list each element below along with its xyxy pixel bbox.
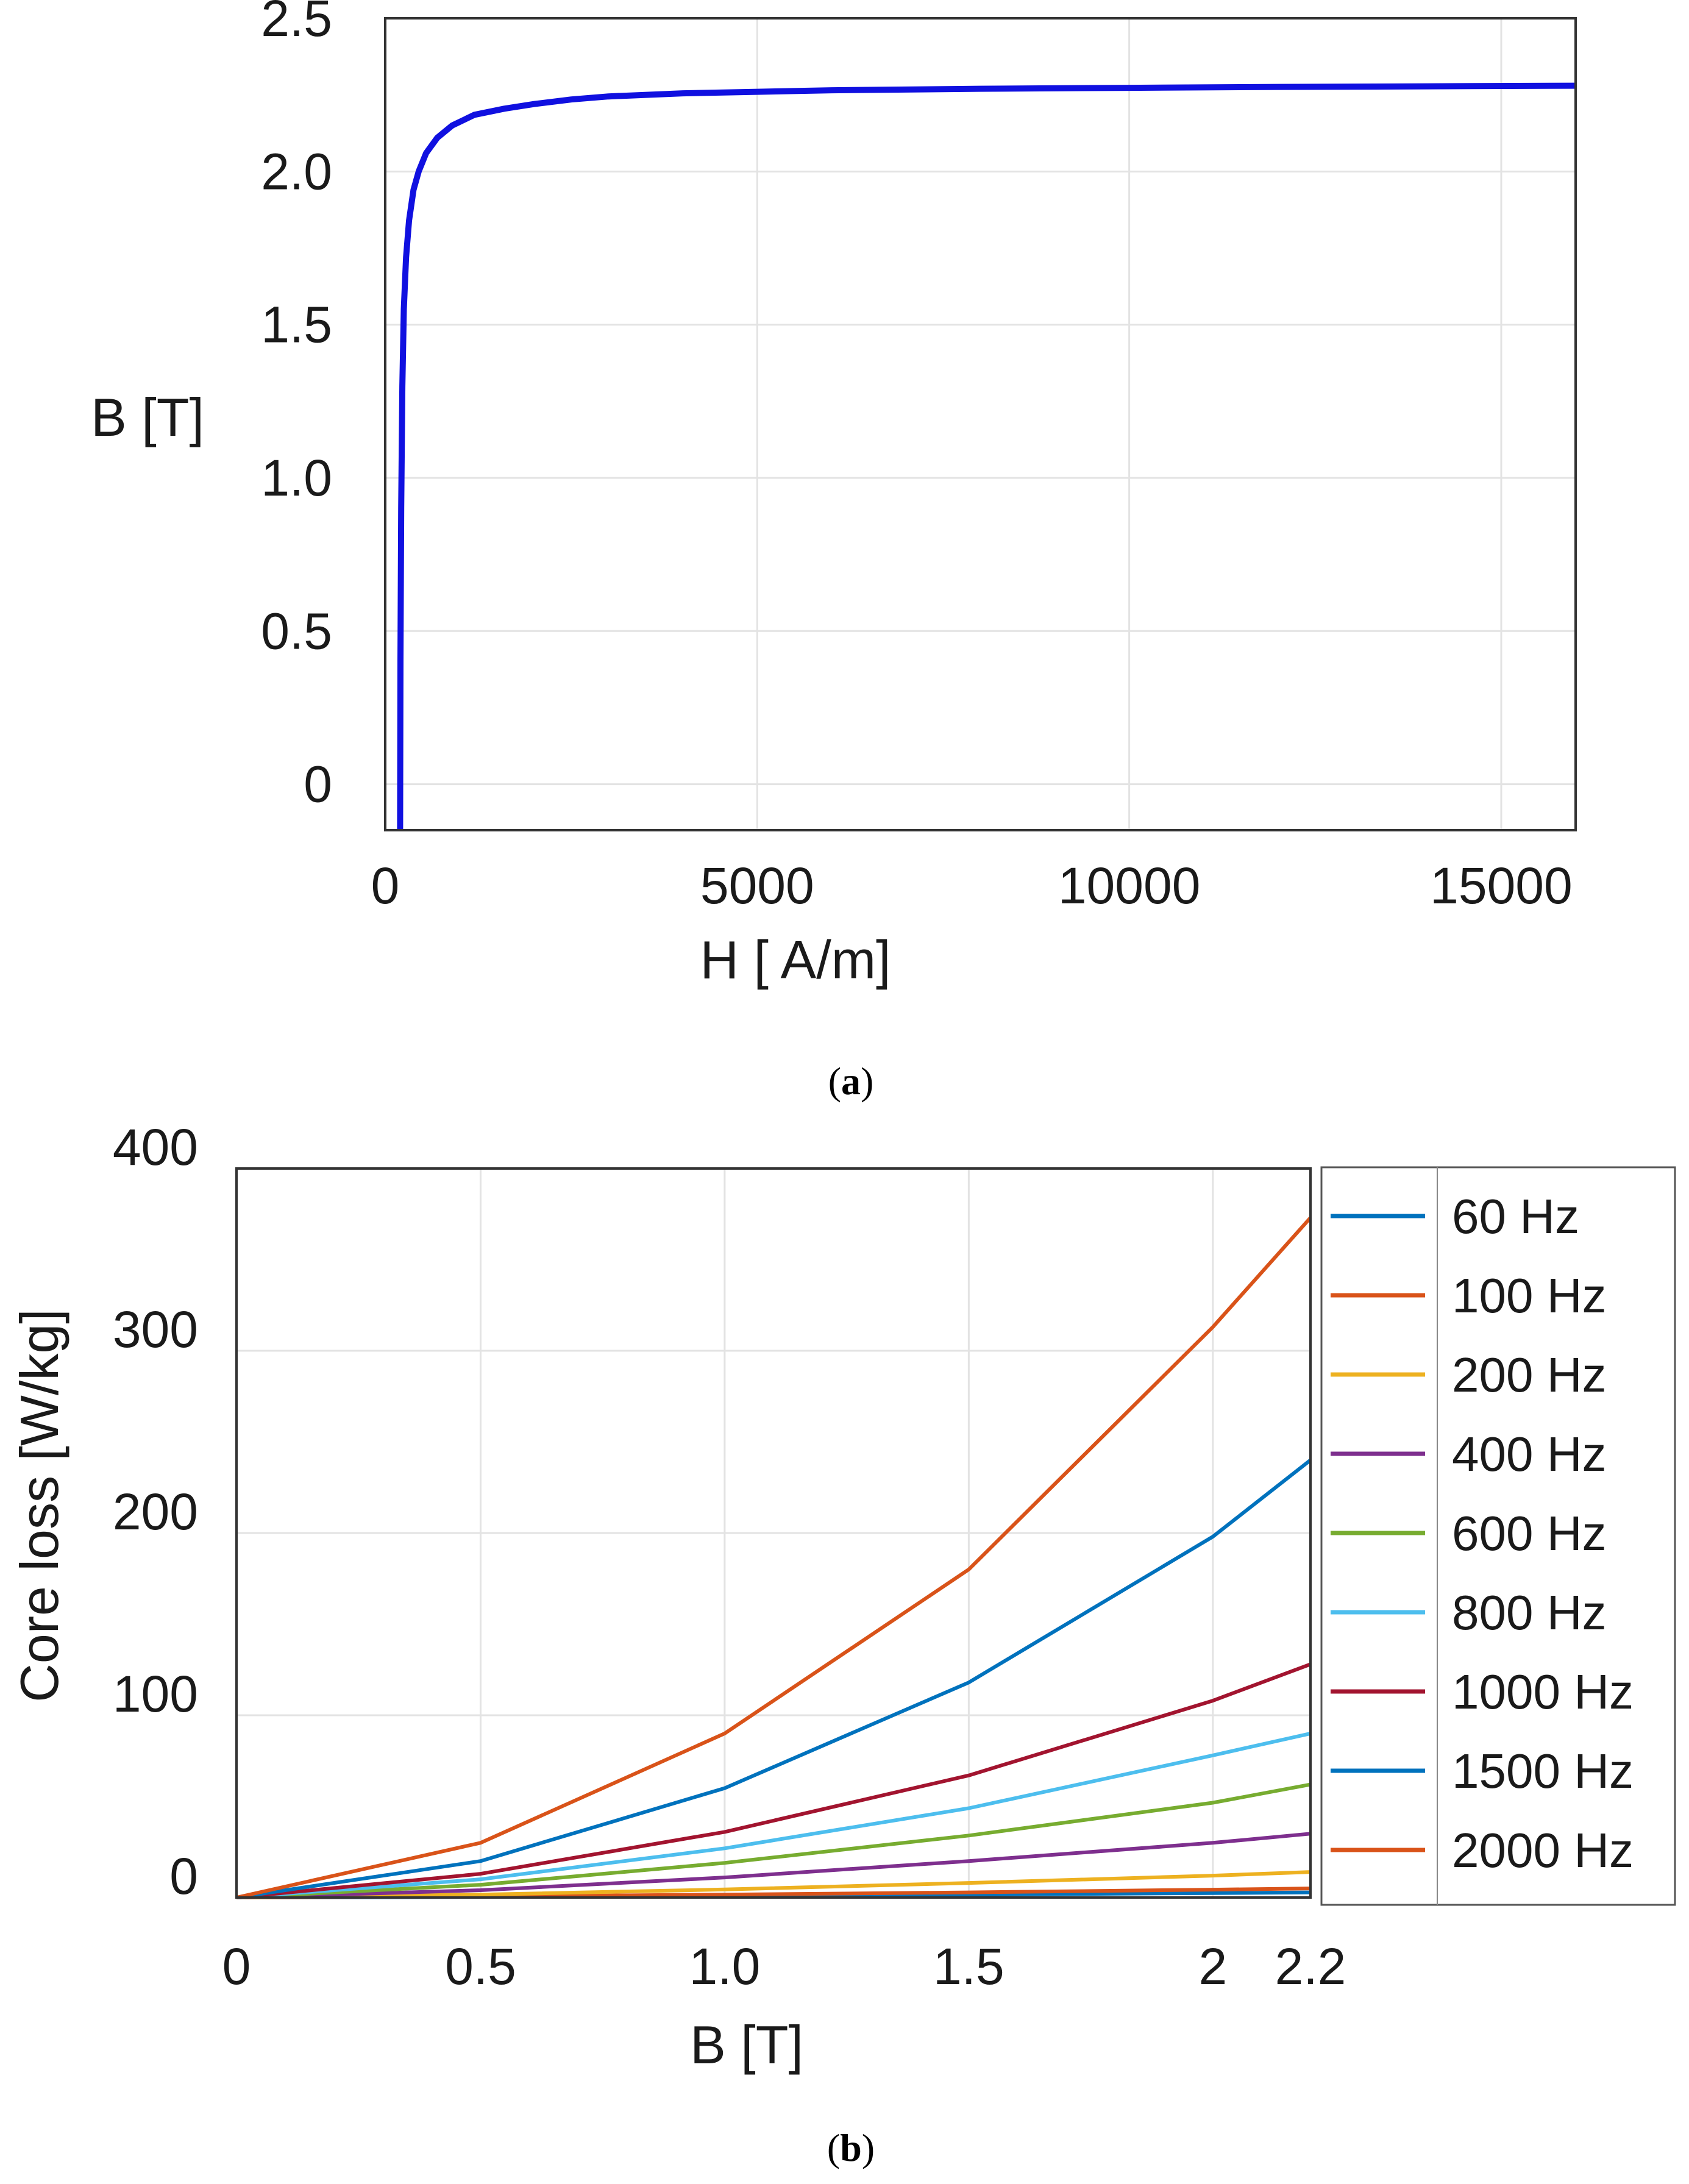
legend-entry: 400 Hz — [1452, 1427, 1606, 1481]
bh-x-tick-label: 5000 — [700, 857, 814, 914]
core-loss-series-line — [236, 1459, 1312, 1899]
core-loss-x-tick-label: 2 — [1198, 1938, 1227, 1995]
core-loss-y-axis-label: Core loss [W/kg] — [9, 1309, 69, 1702]
legend-entry: 600 Hz — [1452, 1506, 1606, 1560]
bh-x-tick-label: 0 — [371, 857, 400, 914]
caption-letter: b — [840, 2126, 862, 2169]
core-loss-grid — [236, 1167, 1310, 1899]
core-loss-series-line — [236, 1782, 1311, 1899]
legend-box — [1320, 1166, 1676, 1906]
core-loss-y-tick-label: 300 — [113, 1301, 198, 1358]
bh-y-tick-label: 1.5 — [261, 296, 332, 354]
caption-open-paren: ( — [828, 1059, 841, 1103]
bh-x-axis-label: H [ A/m] — [700, 930, 891, 990]
core-loss-x-tick-label: 0 — [222, 1938, 251, 1995]
core-loss-y-tick-label: 200 — [113, 1483, 198, 1540]
bh-x-tick-label: 15000 — [1430, 857, 1573, 914]
bh-y-tick-label: 2.5 — [261, 0, 332, 47]
core-loss-series-line — [236, 1662, 1312, 1899]
core-loss-series — [236, 1216, 1312, 1899]
bh-y-tick-label: 1.0 — [261, 449, 332, 507]
core-loss-x-tick-label: 0.5 — [445, 1938, 516, 1995]
bh-y-axis-label: B [T] — [91, 387, 204, 447]
legend-entry: 1000 Hz — [1452, 1665, 1634, 1719]
core-loss-series-line — [236, 1870, 1311, 1899]
bh-curve-chart: 0 5000 10000 15000 0 0.5 1.0 1.5 2.0 2.5 H [ A/m… — [91, 0, 1577, 1103]
bh-series — [397, 82, 1576, 831]
legend-entry: 800 Hz — [1452, 1585, 1606, 1640]
bh-y-tick-label: 0 — [304, 756, 332, 813]
bh-y-tick-label: 2.0 — [261, 143, 332, 200]
legend-entry: 2000 Hz — [1452, 1823, 1634, 1877]
core-loss-x-axis-label: B [T] — [690, 2015, 803, 2075]
caption-close-paren: ) — [862, 2126, 875, 2169]
core-loss-series-line — [236, 1731, 1311, 1899]
core-loss-series-line — [236, 1832, 1311, 1899]
legend-entry: 1500 Hz — [1452, 1744, 1634, 1798]
bh-y-tick-label: 0.5 — [261, 602, 332, 660]
core-loss-x-ticks: 0 0.5 1.0 1.5 2 2.2 — [222, 1938, 1346, 1995]
bh-x-tick-label: 10000 — [1058, 857, 1201, 914]
core-loss-y-tick-label: 400 — [113, 1119, 198, 1176]
core-loss-y-tick-label: 100 — [113, 1665, 198, 1723]
core-loss-x-tick-label: 2.2 — [1275, 1938, 1346, 1995]
caption-open-paren: ( — [827, 2126, 840, 2169]
core-loss-series-line — [236, 1216, 1312, 1899]
core-loss-plot-frame — [235, 1167, 1312, 1899]
core-loss-x-tick-label: 1.0 — [689, 1938, 761, 1995]
core-loss-chart: 0 0.5 1.0 1.5 2 2.2 0 100 200 300 400 B [T] Core … — [9, 1119, 1676, 2169]
legend: 60 Hz 100 Hz 200 Hz 400 Hz 600 Hz 800 Hz 1000 … — [1320, 1166, 1676, 1906]
bh-plot-frame — [384, 17, 1577, 831]
legend-entry: 60 Hz — [1452, 1189, 1579, 1243]
bh-y-ticks: 0 0.5 1.0 1.5 2.0 2.5 — [261, 0, 332, 813]
core-loss-x-tick-label: 1.5 — [933, 1938, 1005, 1995]
panel-b-caption: (b) — [827, 2126, 875, 2169]
legend-entry: 200 Hz — [1452, 1348, 1606, 1402]
bh-grid — [385, 17, 1576, 830]
bh-x-ticks: 0 5000 10000 15000 — [371, 857, 1573, 914]
core-loss-y-ticks: 0 100 200 300 400 — [113, 1119, 198, 1905]
caption-close-paren: ) — [861, 1059, 873, 1103]
caption-letter: a — [841, 1059, 861, 1103]
legend-entry: 100 Hz — [1452, 1268, 1606, 1323]
panel-a-caption: (a) — [828, 1059, 874, 1103]
bh-curve-line — [397, 82, 1576, 831]
core-loss-y-tick-label: 0 — [169, 1848, 198, 1905]
